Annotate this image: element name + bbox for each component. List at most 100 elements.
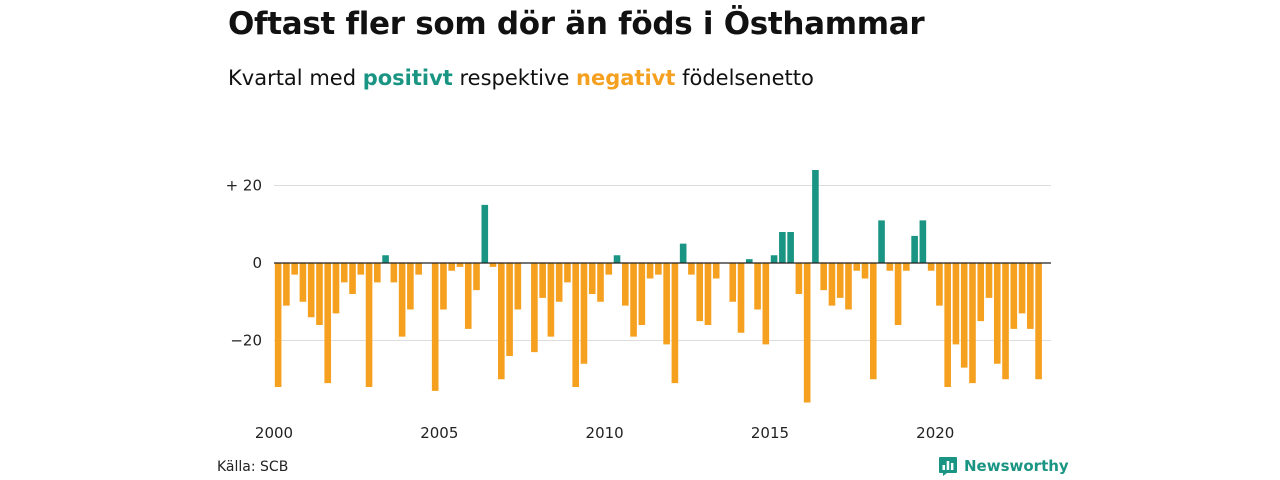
bar	[489, 263, 497, 267]
bar	[440, 263, 447, 310]
bar	[481, 204, 489, 264]
bar	[663, 263, 670, 345]
bar	[869, 263, 877, 380]
bar	[878, 220, 885, 264]
y-tick-label: 0	[252, 254, 262, 272]
chart-subtitle: Kvartal med positivt respektive negativt…	[228, 66, 814, 90]
x-tick-label: 2015	[751, 424, 789, 442]
brand-logo: Newsworthy	[938, 456, 1069, 476]
bar	[754, 263, 761, 310]
bar	[911, 235, 918, 264]
bar	[646, 263, 654, 279]
bar	[729, 263, 737, 302]
bar	[894, 263, 902, 325]
subtitle-pre: Kvartal med	[228, 66, 363, 90]
bar	[357, 263, 365, 275]
bar	[787, 232, 794, 263]
bar	[993, 263, 1001, 364]
x-tick-label: 2010	[586, 424, 624, 442]
bar	[564, 263, 571, 283]
bar	[274, 263, 282, 387]
bar	[506, 263, 513, 356]
bar	[960, 263, 968, 368]
subtitle-positive-word: positivt	[362, 66, 453, 90]
bar	[737, 263, 745, 333]
bar	[919, 220, 927, 264]
bar	[638, 263, 646, 325]
bar	[547, 263, 555, 337]
bar	[299, 263, 307, 302]
bar	[688, 263, 695, 275]
bar	[407, 263, 414, 310]
bar	[374, 263, 381, 283]
bar	[1010, 263, 1018, 329]
subtitle-mid: respektive	[452, 66, 577, 90]
bar	[745, 259, 753, 264]
brand-name: Newsworthy	[964, 457, 1069, 475]
bar	[853, 263, 861, 271]
bar	[324, 263, 332, 384]
bar	[555, 263, 563, 302]
newsworthy-logo-icon	[939, 457, 957, 476]
bar	[382, 255, 389, 263]
bar	[340, 263, 348, 283]
bar	[415, 263, 422, 275]
bar	[820, 263, 827, 291]
bar	[655, 263, 662, 275]
bar	[1027, 263, 1034, 329]
bar	[903, 263, 910, 271]
bar	[803, 263, 811, 403]
bar-chart: + 20 0 −20 2000 2005 2010 2015 2020	[226, 170, 1051, 442]
bar	[431, 263, 439, 391]
bar	[307, 263, 315, 318]
y-axis-tick-labels: + 20 0 −20	[226, 177, 262, 350]
x-tick-label: 2020	[916, 424, 954, 442]
bar	[316, 263, 323, 325]
bar	[1035, 263, 1042, 380]
bar	[704, 263, 712, 325]
bar	[622, 263, 629, 306]
bar	[712, 263, 720, 279]
source-note: Källa: SCB	[217, 459, 289, 475]
bar	[283, 263, 290, 306]
bar	[779, 232, 786, 263]
bar	[952, 263, 960, 345]
bar	[886, 263, 894, 271]
bar	[812, 170, 819, 263]
x-axis-tick-labels: 2000 2005 2010 2015 2020	[255, 424, 954, 442]
subtitle-post: födelsenetto	[675, 66, 814, 90]
bar	[944, 263, 951, 387]
y-tick-label: + 20	[226, 177, 262, 195]
bar	[349, 263, 356, 294]
bar	[1018, 263, 1026, 314]
bar	[473, 263, 480, 291]
bar	[762, 263, 770, 345]
bar	[671, 263, 679, 384]
subtitle-negative-word: negativt	[576, 66, 676, 90]
bar	[580, 263, 588, 364]
bar	[861, 263, 869, 279]
bar	[597, 263, 604, 302]
bar	[291, 263, 298, 275]
bar	[927, 263, 935, 271]
bar	[588, 263, 596, 294]
bars	[274, 170, 1042, 403]
bar	[531, 263, 538, 353]
grid-lines	[274, 185, 1051, 341]
x-tick-label: 2000	[255, 424, 293, 442]
bar	[936, 263, 943, 306]
bar	[539, 263, 546, 298]
y-tick-label: −20	[230, 332, 262, 350]
bar	[630, 263, 637, 337]
bar	[448, 263, 456, 271]
bar	[828, 263, 836, 306]
bar	[1002, 263, 1009, 380]
bar	[498, 263, 505, 380]
bar	[770, 255, 778, 263]
bar	[613, 255, 621, 263]
x-tick-label: 2005	[420, 424, 458, 442]
bar	[572, 263, 580, 387]
bar	[985, 263, 993, 298]
bar	[456, 263, 464, 267]
bar	[836, 263, 844, 298]
